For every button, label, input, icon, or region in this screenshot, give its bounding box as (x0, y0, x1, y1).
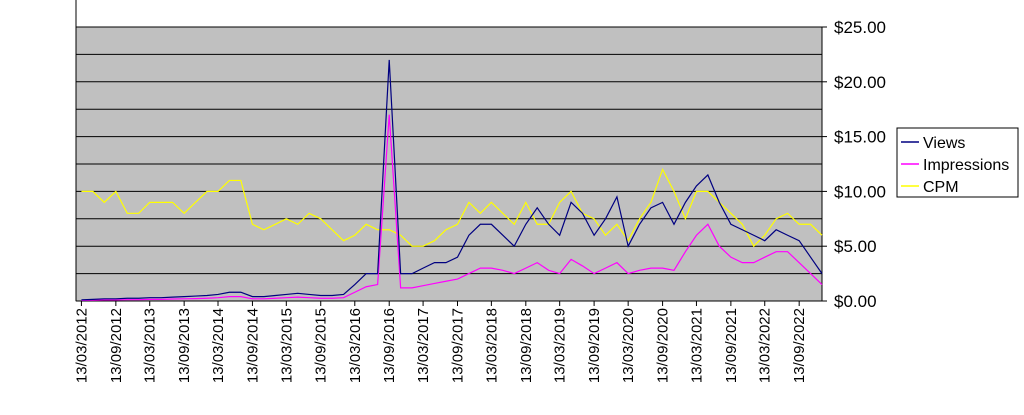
x-tick-label: 13/03/2017 (415, 308, 432, 383)
x-tick-label: 13/09/2017 (450, 308, 467, 383)
x-tick-label: 13/03/2021 (688, 308, 705, 383)
x-tick-label: 13/09/2013 (176, 308, 193, 383)
x-tick-label: 13/09/2019 (586, 308, 603, 383)
x-tick-label: 13/03/2014 (210, 308, 227, 383)
x-tick-label: 13/03/2016 (347, 308, 364, 383)
x-tick-label: 13/09/2021 (723, 308, 740, 383)
x-tick-label: 13/09/2020 (655, 308, 672, 383)
series-line (81, 59, 823, 301)
x-tick-label: 13/03/2013 (142, 308, 159, 383)
legend-label: Impressions (923, 157, 1009, 174)
y-tick-label: $5.00 (834, 237, 877, 256)
x-tick-label: 13/09/2018 (518, 308, 535, 383)
series-line (81, 167, 823, 248)
x-tick-label: 13/03/2019 (552, 308, 569, 383)
series-line (81, 114, 823, 302)
y-tick-label: $0.00 (834, 292, 877, 311)
x-tick-label: 13/03/2015 (278, 308, 295, 383)
y-tick-label: $20.00 (834, 73, 886, 92)
y-tick-label: $15.00 (834, 128, 886, 147)
y-tick-label: $25.00 (834, 18, 886, 37)
legend-label: Views (923, 135, 965, 152)
x-tick-label: 13/09/2016 (381, 308, 398, 383)
x-tick-label: 13/03/2012 (73, 308, 90, 383)
x-tick-label: 13/03/2018 (483, 308, 500, 383)
legend-label: CPM (923, 179, 959, 196)
y-tick-label: $10.00 (834, 182, 886, 201)
x-tick-label: 13/03/2020 (620, 308, 637, 383)
x-tick-label: 13/09/2015 (313, 308, 330, 383)
x-tick-label: 13/09/2022 (791, 308, 808, 383)
x-tick-label: 13/09/2012 (108, 308, 125, 383)
x-tick-label: 13/09/2014 (244, 308, 261, 383)
x-tick-label: 13/03/2022 (757, 308, 774, 383)
